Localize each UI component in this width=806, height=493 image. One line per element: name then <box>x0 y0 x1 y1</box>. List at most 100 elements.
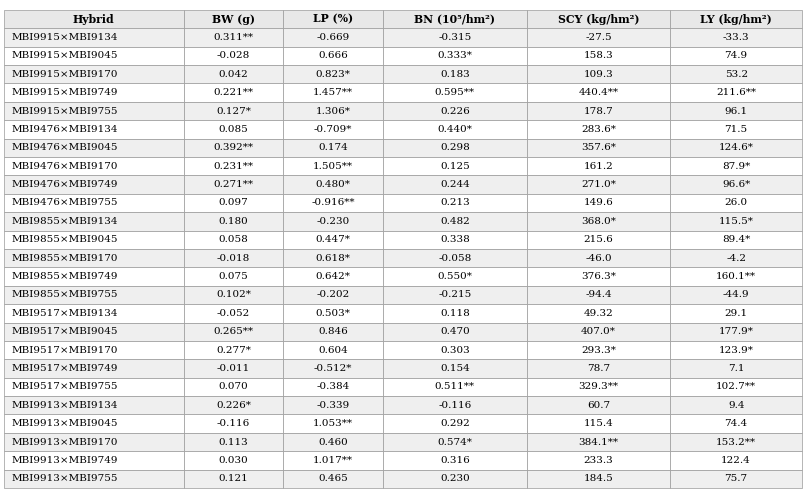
Text: 0.213: 0.213 <box>440 199 470 208</box>
Text: 0.316: 0.316 <box>440 456 470 465</box>
Text: -0.215: -0.215 <box>438 290 472 299</box>
Text: -44.9: -44.9 <box>723 290 750 299</box>
Bar <box>383 359 526 378</box>
Bar <box>383 10 526 28</box>
Text: 122.4: 122.4 <box>721 456 751 465</box>
Text: Hybrid: Hybrid <box>73 13 114 25</box>
Text: MBI9476×MBI9755: MBI9476×MBI9755 <box>11 199 118 208</box>
Text: MBI9517×MBI9134: MBI9517×MBI9134 <box>11 309 118 318</box>
Text: 178.7: 178.7 <box>584 106 613 115</box>
Bar <box>383 47 526 65</box>
Text: 0.265**: 0.265** <box>214 327 253 336</box>
Text: 0.102*: 0.102* <box>216 290 251 299</box>
Text: -0.052: -0.052 <box>217 309 250 318</box>
Bar <box>284 415 383 433</box>
Text: -0.202: -0.202 <box>317 290 350 299</box>
Text: 407.0*: 407.0* <box>581 327 616 336</box>
Text: 0.618*: 0.618* <box>316 254 351 263</box>
Text: MBI9913×MBI9134: MBI9913×MBI9134 <box>11 401 118 410</box>
Text: 0.230: 0.230 <box>440 474 470 483</box>
Bar <box>284 10 383 28</box>
Text: 0.127*: 0.127* <box>216 106 251 115</box>
Bar <box>4 47 184 65</box>
Bar <box>4 212 184 231</box>
Bar <box>671 359 802 378</box>
Bar <box>4 10 184 28</box>
Text: MBI9915×MBI9170: MBI9915×MBI9170 <box>11 70 118 79</box>
Text: 75.7: 75.7 <box>725 474 748 483</box>
Bar <box>383 433 526 451</box>
Text: 71.5: 71.5 <box>725 125 748 134</box>
Text: 96.1: 96.1 <box>725 106 748 115</box>
Bar <box>671 304 802 322</box>
Bar <box>383 304 526 322</box>
Bar <box>284 396 383 415</box>
Text: -0.058: -0.058 <box>438 254 472 263</box>
Text: 123.9*: 123.9* <box>719 346 754 354</box>
Bar <box>284 231 383 249</box>
Bar <box>184 341 284 359</box>
Text: 384.1**: 384.1** <box>579 438 618 447</box>
Text: 160.1**: 160.1** <box>717 272 756 281</box>
Bar <box>526 341 671 359</box>
Bar <box>671 157 802 176</box>
Bar <box>671 267 802 286</box>
Bar <box>383 120 526 139</box>
Text: 1.017**: 1.017** <box>314 456 353 465</box>
Bar <box>4 322 184 341</box>
Bar <box>4 341 184 359</box>
Bar <box>383 231 526 249</box>
Text: 60.7: 60.7 <box>587 401 610 410</box>
Text: 0.154: 0.154 <box>440 364 470 373</box>
Bar <box>284 102 383 120</box>
Text: 115.4: 115.4 <box>584 419 613 428</box>
Bar <box>4 396 184 415</box>
Text: 0.480*: 0.480* <box>316 180 351 189</box>
Text: -33.3: -33.3 <box>723 33 750 42</box>
Bar <box>383 212 526 231</box>
Text: 0.465: 0.465 <box>318 474 348 483</box>
Text: 0.642*: 0.642* <box>316 272 351 281</box>
Text: BW (g): BW (g) <box>212 13 255 25</box>
Bar <box>184 65 284 83</box>
Text: MBI9915×MBI9045: MBI9915×MBI9045 <box>11 51 118 60</box>
Text: -0.916**: -0.916** <box>311 199 355 208</box>
Bar <box>671 341 802 359</box>
Bar <box>4 415 184 433</box>
Bar <box>284 212 383 231</box>
Bar <box>383 396 526 415</box>
Bar <box>671 83 802 102</box>
Bar <box>526 176 671 194</box>
Bar <box>383 28 526 47</box>
Bar <box>184 28 284 47</box>
Bar <box>526 267 671 286</box>
Text: MBI9476×MBI9134: MBI9476×MBI9134 <box>11 125 118 134</box>
Text: LY (kg/hm²): LY (kg/hm²) <box>700 13 772 25</box>
Bar <box>526 157 671 176</box>
Bar <box>284 378 383 396</box>
Text: 271.0*: 271.0* <box>581 180 616 189</box>
Text: 0.231**: 0.231** <box>214 162 253 171</box>
Bar <box>284 470 383 488</box>
Text: 0.338: 0.338 <box>440 235 470 244</box>
Bar <box>184 120 284 139</box>
Bar <box>184 249 284 267</box>
Bar <box>671 286 802 304</box>
Bar <box>526 10 671 28</box>
Bar <box>526 65 671 83</box>
Text: 0.226*: 0.226* <box>216 401 251 410</box>
Bar <box>4 286 184 304</box>
Bar <box>284 139 383 157</box>
Text: 0.574*: 0.574* <box>438 438 472 447</box>
Bar <box>4 176 184 194</box>
Bar <box>383 194 526 212</box>
Text: 0.482: 0.482 <box>440 217 470 226</box>
Text: 329.3**: 329.3** <box>579 383 618 391</box>
Text: 0.460: 0.460 <box>318 438 348 447</box>
Bar <box>184 194 284 212</box>
Text: 115.5*: 115.5* <box>719 217 754 226</box>
Text: -0.230: -0.230 <box>317 217 350 226</box>
Bar <box>4 194 184 212</box>
Text: MBI9476×MBI9749: MBI9476×MBI9749 <box>11 180 118 189</box>
Bar <box>4 28 184 47</box>
